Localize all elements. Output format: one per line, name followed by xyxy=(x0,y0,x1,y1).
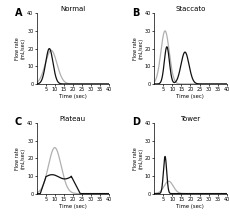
Y-axis label: Flow rate
(mL/sec): Flow rate (mL/sec) xyxy=(133,147,143,170)
Title: Staccato: Staccato xyxy=(175,6,206,12)
Title: Normal: Normal xyxy=(60,6,86,12)
X-axis label: Time (sec): Time (sec) xyxy=(59,204,87,209)
Title: Plateau: Plateau xyxy=(60,116,86,122)
Y-axis label: Flow rate
(mL/sec): Flow rate (mL/sec) xyxy=(15,147,26,170)
Y-axis label: Flow rate
(mL/sec): Flow rate (mL/sec) xyxy=(15,37,26,60)
Text: D: D xyxy=(132,117,140,127)
X-axis label: Time (sec): Time (sec) xyxy=(177,94,204,99)
X-axis label: Time (sec): Time (sec) xyxy=(177,204,204,209)
Y-axis label: Flow rate
(mL/sec): Flow rate (mL/sec) xyxy=(133,37,143,60)
Text: C: C xyxy=(15,117,22,127)
Title: Tower: Tower xyxy=(180,116,201,122)
X-axis label: Time (sec): Time (sec) xyxy=(59,94,87,99)
Text: B: B xyxy=(132,7,140,18)
Text: A: A xyxy=(15,7,22,18)
